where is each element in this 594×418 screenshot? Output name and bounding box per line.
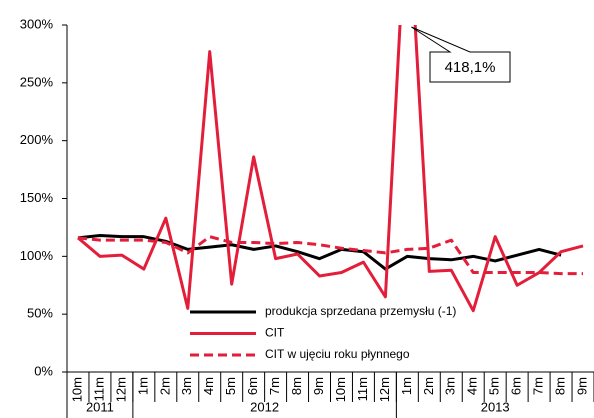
plot-area <box>77 25 584 313</box>
group-label: 2011 <box>86 399 114 414</box>
x-tick-label: 1m <box>135 377 150 395</box>
group-label: 2012 <box>250 399 279 414</box>
x-tick-label: 2m <box>157 377 172 395</box>
x-tick-label: 12m <box>113 377 128 402</box>
x-tick-label: 4m <box>201 377 216 395</box>
y-tick-label: 50% <box>27 306 53 321</box>
y-tick-label: 150% <box>20 190 54 205</box>
data-label: 418,1% <box>445 59 496 76</box>
y-tick-label: 100% <box>20 248 54 263</box>
x-tick-label: 6m <box>509 377 524 395</box>
legend-label: produkcja sprzedana przemysłu (-1) <box>265 304 456 318</box>
x-tick-label: 11m <box>355 377 370 401</box>
x-tick-label: 3m <box>179 377 194 395</box>
legend-label: CIT <box>265 326 285 340</box>
series-line <box>77 234 562 271</box>
legend-label: CIT w ujęciu roku płynnego <box>265 347 410 361</box>
x-tick-label: 8m <box>289 377 304 395</box>
x-tick-label: 7m <box>531 377 546 395</box>
x-tick-label: 9m <box>311 377 326 395</box>
x-tick-label: 10m <box>333 377 348 402</box>
series-line <box>77 235 584 276</box>
series-line <box>77 25 584 313</box>
x-tick-label: 3m <box>443 377 458 395</box>
x-tick-label: 4m <box>465 377 480 395</box>
x-tick-label: 10m <box>69 377 84 402</box>
x-tick-label: 7m <box>267 377 282 395</box>
x-tick-label: 5m <box>487 377 502 395</box>
y-tick-label: 300% <box>20 16 54 31</box>
x-tick-label: 1m <box>399 377 414 395</box>
y-tick-label: 250% <box>20 74 54 89</box>
y-tick-label: 0% <box>34 363 53 378</box>
callout <box>411 26 511 83</box>
x-tick-label: 8m <box>553 377 568 395</box>
x-tick-label: 6m <box>245 377 260 395</box>
x-tick-label: 9m <box>574 377 589 395</box>
x-tick-label: 2m <box>421 377 436 395</box>
group-label: 2013 <box>481 399 510 414</box>
x-tick-label: 12m <box>377 377 392 402</box>
x-tick-label: 11m <box>91 377 106 401</box>
x-tick-label: 5m <box>223 377 238 395</box>
y-tick-label: 200% <box>20 132 54 147</box>
